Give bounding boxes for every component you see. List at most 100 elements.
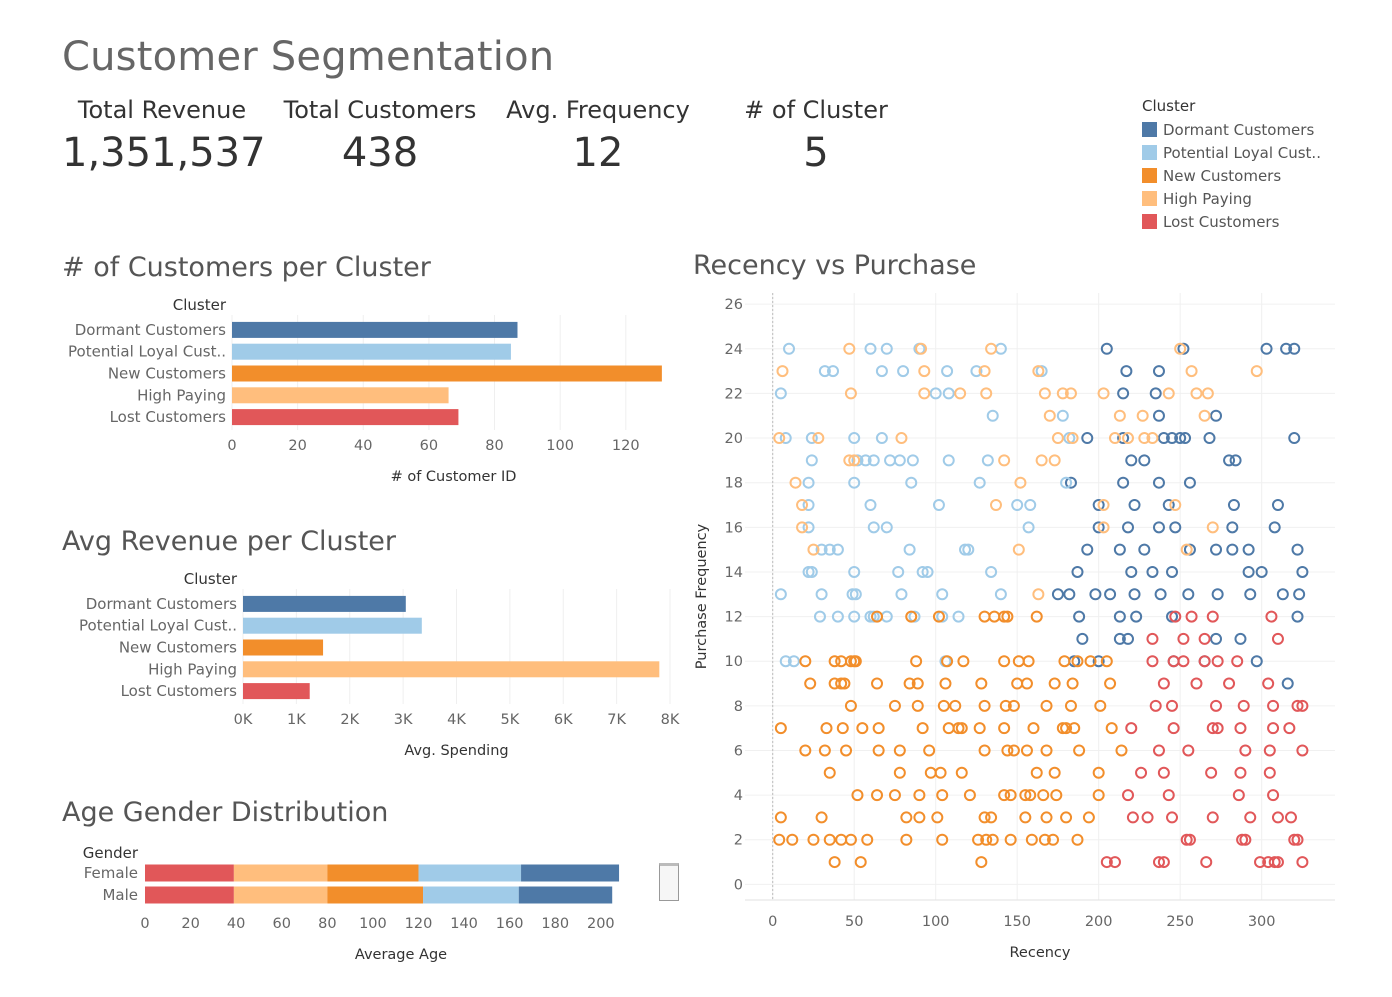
tick-label: 100 xyxy=(546,438,574,454)
scatter-point xyxy=(859,454,872,467)
scatter-point xyxy=(828,856,841,869)
scatter-point xyxy=(1267,789,1280,802)
scatter-point xyxy=(1012,543,1025,556)
category-label: Dormant Customers xyxy=(86,595,237,613)
scatter-point xyxy=(804,677,817,690)
scatter-point xyxy=(1244,811,1257,824)
scatter-point xyxy=(1166,565,1179,578)
scatter-point xyxy=(799,744,812,757)
scatter-point xyxy=(905,610,918,623)
scatter-point xyxy=(856,722,869,735)
scatter-point xyxy=(1291,833,1304,846)
scatter-point xyxy=(1007,699,1020,712)
legend-label: New Customers xyxy=(1163,166,1282,185)
kpi-label: Total Customers xyxy=(283,96,477,124)
scatter-point xyxy=(994,588,1007,601)
scatter-point xyxy=(1024,499,1037,512)
scatter-point xyxy=(1206,811,1219,824)
scatter-point xyxy=(872,744,885,757)
scatter-point xyxy=(893,454,906,467)
scatter-point xyxy=(1169,610,1182,623)
y-tick-label: 2 xyxy=(734,833,743,849)
scatter-point xyxy=(1092,499,1105,512)
bar-segment xyxy=(327,864,419,882)
scatter-point xyxy=(1104,677,1117,690)
scatter-point xyxy=(1113,610,1126,623)
scatter-point xyxy=(955,766,968,779)
scatter-point xyxy=(973,476,986,489)
scatter-point xyxy=(1050,789,1063,802)
scatter-point xyxy=(978,699,991,712)
scatter-point xyxy=(1291,543,1304,556)
scatter-point xyxy=(1152,409,1165,422)
scatter-point xyxy=(1019,789,1032,802)
bar xyxy=(232,321,518,338)
scatter-point xyxy=(1152,856,1165,869)
category-label: Dormant Customers xyxy=(75,321,226,339)
scatter-point xyxy=(893,744,906,757)
bar-segment xyxy=(327,886,424,904)
scatter-point xyxy=(1179,432,1192,445)
scatter-point xyxy=(805,454,818,467)
scatter-point xyxy=(1001,744,1014,757)
scatter-point xyxy=(1198,409,1211,422)
scatter-point xyxy=(828,655,841,668)
scatter-point xyxy=(1203,432,1216,445)
scatter-point xyxy=(1138,543,1151,556)
tick-label: 20 xyxy=(181,916,199,932)
scatter-point xyxy=(1190,677,1203,690)
scatter-point xyxy=(774,722,787,735)
legend-item[interactable]: New Customers xyxy=(1142,164,1321,187)
legend-item[interactable]: Dormant Customers xyxy=(1142,118,1321,141)
scatter-point xyxy=(941,655,954,668)
scatter-point xyxy=(1020,677,1033,690)
bar-segment xyxy=(418,864,522,882)
x-tick-label: 250 xyxy=(1166,914,1194,930)
scatter-point xyxy=(1038,833,1051,846)
scatter-point xyxy=(1004,789,1017,802)
scatter-point xyxy=(1105,722,1118,735)
scatter-point xyxy=(813,610,826,623)
scatter-point xyxy=(1167,655,1180,668)
scatter-point xyxy=(1092,655,1105,668)
scatter-point xyxy=(871,789,884,802)
scatter-point xyxy=(1056,387,1069,400)
scatter-point xyxy=(854,856,867,869)
scatter-point xyxy=(1162,499,1175,512)
scatter-point xyxy=(942,387,955,400)
scatter-point xyxy=(892,565,905,578)
scatter-point xyxy=(952,610,965,623)
tick-label: 120 xyxy=(405,916,433,932)
legend-item[interactable]: High Paying xyxy=(1142,187,1321,210)
y-tick-label: 8 xyxy=(734,699,743,715)
scatter-point xyxy=(975,677,988,690)
scatter-point xyxy=(911,677,924,690)
legend-swatch xyxy=(1142,168,1157,183)
scatter-point xyxy=(1198,632,1211,645)
scatter-point xyxy=(1128,499,1141,512)
kpi-avg-frequency: Avg. Frequency 12 xyxy=(498,96,698,176)
scatter-point xyxy=(776,365,789,378)
scatter-point xyxy=(1066,677,1079,690)
x-axis-label: # of Customer ID xyxy=(391,469,517,485)
legend-item[interactable]: Potential Loyal Cust.. xyxy=(1142,141,1321,164)
scatter-point xyxy=(978,365,991,378)
customers-per-cluster-title: # of Customers per Cluster xyxy=(62,252,431,283)
scatter-point xyxy=(1097,499,1110,512)
scatter-point xyxy=(1092,766,1105,779)
tick-label: 0 xyxy=(227,438,236,454)
bar xyxy=(243,639,324,656)
scatter-point xyxy=(936,833,949,846)
scatter-point xyxy=(895,588,908,601)
legend-item[interactable]: Lost Customers xyxy=(1142,210,1321,233)
scatter-point xyxy=(1174,342,1187,355)
scrollbar[interactable] xyxy=(659,863,679,901)
kpi-value: 1,351,537 xyxy=(62,130,266,176)
scatter-point xyxy=(999,699,1012,712)
scatter-point xyxy=(843,454,856,467)
scatter-point xyxy=(844,833,857,846)
legend-swatch xyxy=(1142,214,1157,229)
scatter-point xyxy=(1185,610,1198,623)
scatter-point xyxy=(939,677,952,690)
